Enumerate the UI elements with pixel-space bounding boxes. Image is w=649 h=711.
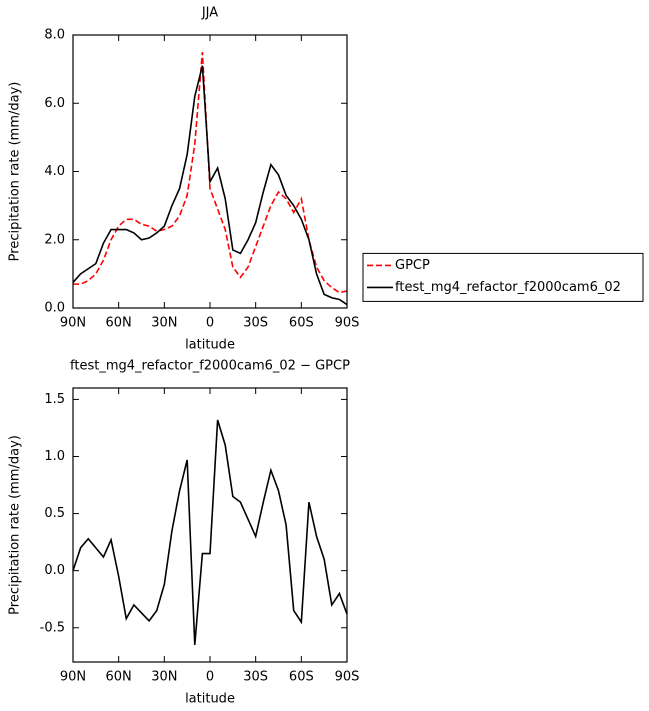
x-tick-label: 30N [151,316,177,331]
y-tick-label: 0.5 [44,506,65,521]
plot-frame [72,387,348,663]
data-line [73,51,348,294]
legend: GPCP ftest_mg4_refactor_f2000cam6_02 [362,252,644,302]
y-tick-label: 0.0 [44,301,65,316]
x-tick-label: 30N [151,670,177,685]
y-axis-label: Precipitation rate (mm/day) [8,435,23,615]
x-tick-label: 90N [60,316,86,331]
y-tick-label: -0.5 [40,620,65,635]
chart-title: ftest_mg4_refactor_f2000cam6_02 − GPCP [70,359,350,374]
x-axis-label: latitude [185,338,235,353]
x-tick-label: 90S [335,670,360,685]
legend-label: GPCP [395,258,430,273]
legend-box [362,252,644,302]
data-line [72,65,348,306]
y-tick-label: 0.0 [44,563,65,578]
chart-title: JJA [201,6,218,21]
y-tick-label: 4.0 [44,164,65,179]
x-tick-label: 90S [335,316,360,331]
y-tick-label: 1.5 [44,392,65,407]
y-tick-label: 1.0 [44,449,65,464]
x-tick-label: 60N [106,670,132,685]
x-axis-label: latitude [185,692,235,707]
y-axis-label: Precipitation rate (mm/day) [8,82,23,262]
legend-label: ftest_mg4_refactor_f2000cam6_02 [395,280,621,295]
x-tick-label: 60S [289,316,314,331]
x-tick-label: 30S [243,670,268,685]
x-tick-label: 60N [106,316,132,331]
x-tick-label: 30S [243,316,268,331]
y-tick-label: 6.0 [44,96,65,111]
plot-frame [72,34,348,309]
x-tick-label: 0 [206,670,214,685]
x-tick-label: 90N [60,670,86,685]
x-tick-label: 0 [206,316,214,331]
x-tick-label: 60S [289,670,314,685]
y-tick-label: 2.0 [44,232,65,247]
y-tick-label: 8.0 [44,28,65,43]
data-line [72,419,348,645]
